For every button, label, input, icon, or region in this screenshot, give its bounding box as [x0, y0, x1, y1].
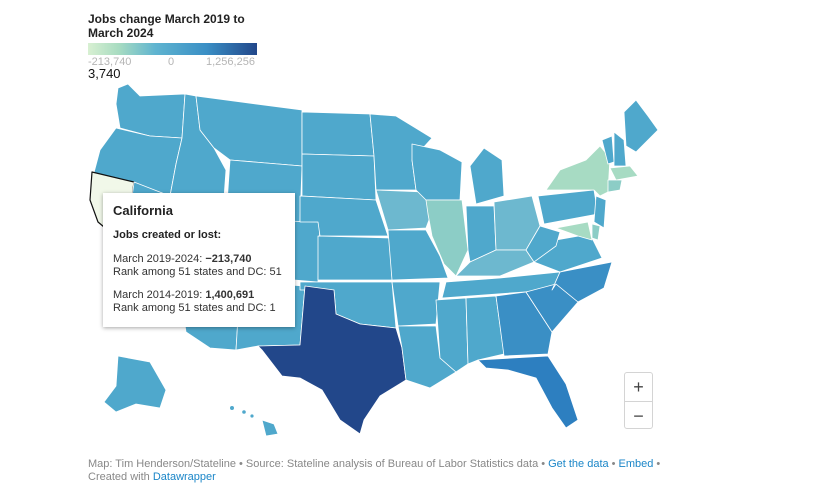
state-delaware[interactable]	[591, 223, 601, 241]
legend-title: Jobs change March 2019 to March 2024	[88, 12, 245, 40]
state-mississippi[interactable]	[435, 297, 469, 373]
state-louisiana[interactable]	[397, 325, 457, 389]
state-maryland[interactable]	[555, 221, 593, 241]
state-alabama[interactable]	[465, 295, 505, 365]
state-alaska[interactable]	[103, 355, 167, 413]
state-hawaii-islands	[249, 413, 255, 419]
embed-link[interactable]: Embed	[618, 458, 654, 470]
state-maine[interactable]	[623, 99, 659, 153]
tooltip-period1: March 2019-2024: −213,740	[113, 253, 285, 266]
tooltip-period1-label: March 2019-2024:	[113, 253, 206, 265]
state-new-york[interactable]	[545, 145, 611, 197]
state-hawaii-islands	[229, 405, 235, 411]
tooltip-period2-label: March 2014-2019:	[113, 289, 206, 301]
tooltip-period1-value: −213,740	[205, 253, 252, 265]
legend-max-label: 1,256,256	[206, 56, 255, 68]
state-illinois[interactable]	[425, 199, 469, 277]
zoom-in-button[interactable]: +	[633, 376, 644, 397]
state-west-virginia[interactable]	[525, 225, 561, 263]
legend-min-label: -213,740	[88, 56, 132, 68]
tooltip-period2-rank: Rank among 51 states and DC: 1	[113, 302, 276, 314]
datawrapper-link[interactable]: Datawrapper	[152, 471, 216, 483]
tooltip-subtitle: Jobs created or lost:	[113, 229, 222, 241]
state-south-dakota[interactable]	[301, 153, 377, 201]
footer-source: Map: Tim Henderson/Stateline • Source: S…	[88, 458, 539, 470]
state-kansas[interactable]	[317, 235, 393, 281]
legend-mid-label: 0	[168, 56, 175, 68]
legend-ticks: -213,740 0 1,256,256	[88, 56, 268, 70]
state-texas[interactable]	[257, 285, 407, 435]
tooltip-state-name: California	[113, 203, 173, 218]
state-wisconsin[interactable]	[411, 143, 463, 201]
state-pennsylvania[interactable]	[537, 189, 599, 225]
footer: Map: Tim Henderson/Stateline • Source: S…	[88, 458, 661, 483]
tooltip-period2: March 2014-2019: 1,400,691	[113, 289, 285, 302]
state-missouri[interactable]	[387, 229, 449, 281]
legend: Jobs change March 2019 to March 2024 -21…	[88, 12, 268, 70]
legend-cursor-value: 3,740	[88, 66, 121, 81]
state-new-hampshire[interactable]	[613, 131, 627, 167]
zoom-out-button[interactable]: −	[625, 401, 652, 430]
state-hawaii-islands	[241, 409, 247, 415]
state-arkansas[interactable]	[391, 281, 441, 327]
state-new-jersey[interactable]	[593, 195, 607, 229]
tooltip-period2-value: 1,400,691	[205, 289, 255, 301]
state-connecticut[interactable]	[607, 179, 623, 193]
footer-created-with: Created with	[88, 471, 150, 483]
state-massachusetts[interactable]	[609, 165, 639, 181]
legend-color-scale	[88, 43, 257, 55]
state-washington[interactable]	[115, 83, 186, 139]
zoom-controls: + −	[624, 372, 653, 429]
state-kentucky[interactable]	[455, 249, 535, 277]
state-hawaii[interactable]	[261, 419, 279, 437]
state-florida[interactable]	[477, 355, 579, 429]
state-north-dakota[interactable]	[301, 111, 375, 157]
state-tooltip: California Jobs created or lost: March 2…	[103, 193, 295, 327]
tooltip-period1-rank: Rank among 51 states and DC: 51	[113, 266, 282, 278]
state-georgia[interactable]	[495, 291, 553, 357]
state-michigan[interactable]	[469, 147, 505, 205]
get-the-data-link[interactable]: Get the data	[548, 458, 609, 470]
